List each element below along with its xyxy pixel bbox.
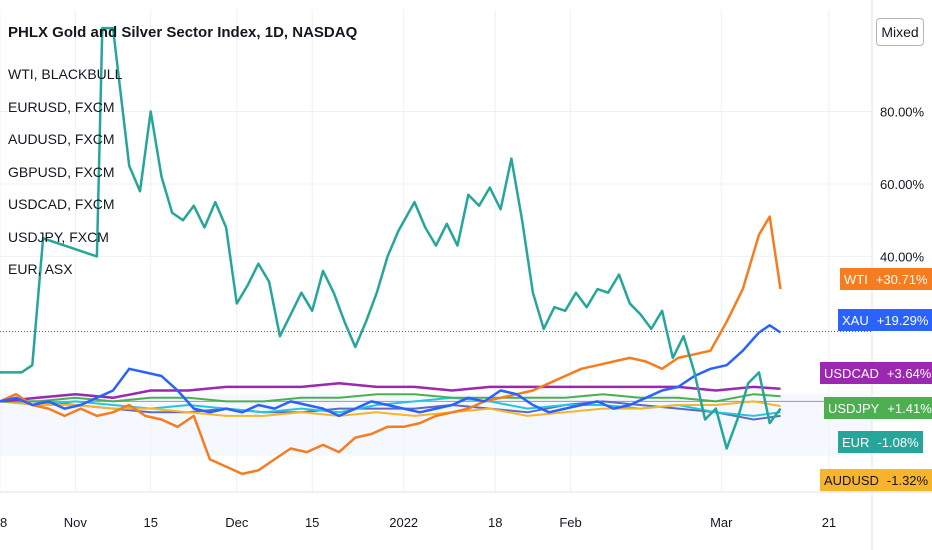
y-tick-label-1: 60.00% xyxy=(880,177,925,192)
x-tick-label-3: Dec xyxy=(225,515,249,530)
x-tick-label-2: 15 xyxy=(143,515,157,530)
x-tick-label-1: Nov xyxy=(64,515,88,530)
price-badge-name: XAU xyxy=(842,312,869,328)
price-badge-usdcad: USDCAD +3.64% xyxy=(820,362,932,384)
series-line-audusd xyxy=(0,400,781,417)
price-badge-value: +19.29% xyxy=(876,312,929,328)
y-tick-label-0: 40.00% xyxy=(880,249,925,264)
legend-item-gbpusd[interactable]: GBPUSD, FXCM xyxy=(8,163,115,180)
x-tick-label-6: 18 xyxy=(488,515,502,530)
legend-item-audusd[interactable]: AUDUSD, FXCM xyxy=(8,131,115,147)
x-tick-label-7: Feb xyxy=(559,515,581,530)
price-badge-name: AUDUSD xyxy=(824,472,879,488)
chart-title: PHLX Gold and Silver Sector Index, 1D, N… xyxy=(8,24,358,41)
price-badge-value: -1.32% xyxy=(886,472,929,488)
x-tick-label-0: 18 xyxy=(0,515,7,530)
mixed-scale-button[interactable]: Mixed xyxy=(876,18,924,46)
series-line-xau xyxy=(0,26,782,450)
price-badge-value: +30.71% xyxy=(875,271,928,287)
legend-item-wti[interactable]: WTI, BLACKBULL xyxy=(8,66,123,82)
legend-item-eurusd[interactable]: EURUSD, FXCM xyxy=(8,98,115,115)
legend: WTI, BLACKBULL EURUSD, FXCM AUDUSD, FXCM… xyxy=(8,58,122,286)
x-tick-label-5: 2022 xyxy=(389,515,418,530)
price-badge-name: EUR xyxy=(842,434,870,450)
price-badge-xau: XAU +19.29% xyxy=(838,309,932,331)
price-badge-name: USDCAD xyxy=(824,365,879,381)
x-tick-label-8: Mar xyxy=(710,515,733,530)
series-line-xau-badge xyxy=(0,324,782,418)
x-tick-label-9: 21 xyxy=(822,515,836,530)
x-tick-label-4: 15 xyxy=(305,515,319,530)
price-badge-eur: EUR -1.08% xyxy=(838,431,923,453)
price-badge-name: USDJPY xyxy=(828,400,880,416)
price-badge-wti: WTI +30.71% xyxy=(840,268,932,290)
series-line-usdjpy xyxy=(0,393,781,403)
price-badge-value: +3.64% xyxy=(886,365,932,381)
price-badge-audusd: AUDUSD -1.32% xyxy=(820,469,932,491)
price-badge-value: +1.41% xyxy=(887,400,932,416)
y-tick-label-2: 80.00% xyxy=(880,104,925,119)
series-line-wti xyxy=(0,215,782,476)
price-badge-value: -1.08% xyxy=(877,434,919,450)
legend-item-usdcad[interactable]: USDCAD, FXCM xyxy=(8,196,115,212)
price-badge-usdjpy: USDJPY +1.41% xyxy=(824,397,932,419)
series-line-usdcad xyxy=(0,382,781,403)
legend-item-eur[interactable]: EUR, ASX xyxy=(8,261,73,277)
price-badge-name: WTI xyxy=(844,271,868,287)
legend-item-usdjpy[interactable]: USDJPY, FXCM xyxy=(8,228,109,245)
